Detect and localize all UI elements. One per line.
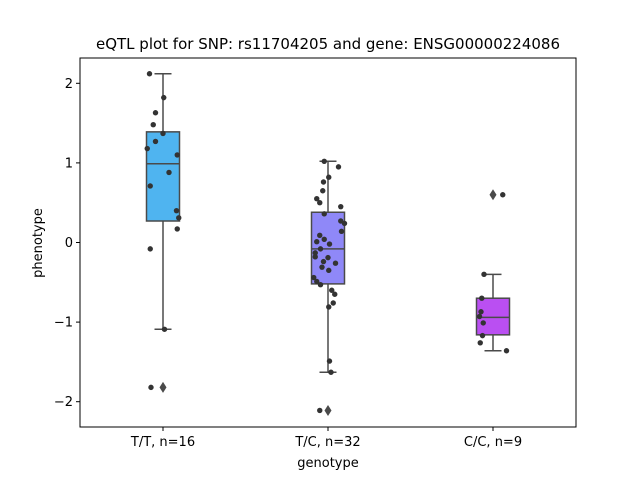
group-2-data-point bbox=[319, 264, 325, 270]
plot-area bbox=[144, 71, 511, 416]
group-2-data-point bbox=[332, 291, 338, 297]
group-2-data-point bbox=[338, 203, 344, 210]
group-2-data-point bbox=[321, 211, 327, 217]
group-2-data-point bbox=[332, 260, 339, 266]
group-1-data-point bbox=[174, 152, 180, 158]
x-tick-label: T/T, n=16 bbox=[130, 435, 195, 450]
group-1-data-point bbox=[152, 138, 159, 145]
group-1-data-point bbox=[160, 130, 166, 137]
group-1-data-point bbox=[147, 183, 153, 189]
group-2-data-point bbox=[326, 267, 332, 274]
group-2-data-point bbox=[317, 246, 324, 252]
group-2-data-point bbox=[320, 188, 326, 194]
y-tick-label: 2 bbox=[65, 77, 73, 92]
group-2-data-point bbox=[317, 281, 324, 288]
group-2-data-point bbox=[321, 158, 327, 165]
group-2-data-point bbox=[325, 254, 331, 261]
y-tick-label: 1 bbox=[65, 156, 73, 171]
group-3-data-point bbox=[503, 348, 510, 354]
group-1-data-point bbox=[161, 94, 167, 101]
group-1-data-point bbox=[176, 215, 182, 221]
group-3-data-point bbox=[500, 192, 506, 198]
group-2-data-point bbox=[328, 369, 334, 375]
group-2-data-point bbox=[335, 164, 342, 170]
group-2-data-point bbox=[314, 239, 320, 245]
group-1-data-point bbox=[150, 121, 156, 128]
group-1-box bbox=[145, 131, 181, 222]
group-3-data-point bbox=[480, 320, 486, 326]
group-2-data-point bbox=[330, 300, 336, 306]
group-1-data-point bbox=[173, 207, 180, 214]
group-3-data-point bbox=[476, 313, 483, 320]
group-2-data-point bbox=[326, 174, 332, 180]
group-1-data-point bbox=[161, 326, 168, 332]
group-3-data-point bbox=[479, 332, 486, 339]
y-axis: −2 −1 0 1 2 bbox=[54, 77, 80, 410]
group-2-data-point bbox=[320, 258, 327, 265]
group-2-data-point bbox=[341, 220, 348, 227]
group-1-data-point bbox=[144, 145, 150, 152]
group-2-data-point bbox=[314, 278, 320, 285]
group-1-data-point bbox=[147, 246, 153, 252]
y-tick-label: 0 bbox=[65, 236, 73, 251]
x-axis: T/T, n=16 T/C, n=32 C/C, n=9 bbox=[130, 427, 522, 450]
group-1-outlier-marker bbox=[159, 381, 167, 393]
chart-title: eQTL plot for SNP: rs11704205 and gene: … bbox=[96, 35, 560, 53]
group-2-data-point bbox=[317, 200, 323, 206]
group-3-data-point bbox=[478, 309, 484, 315]
x-axis-label: genotype bbox=[297, 456, 358, 471]
y-axis-label: phenotype bbox=[31, 208, 46, 278]
group-1-data-point bbox=[146, 71, 153, 77]
group-2-data-point bbox=[329, 287, 335, 293]
group-2-outlier-marker bbox=[324, 404, 332, 416]
y-tick-label: −1 bbox=[54, 316, 73, 331]
group-1-data-point bbox=[166, 169, 172, 176]
group-2-data-point bbox=[320, 179, 327, 185]
group-3-data-point bbox=[479, 295, 485, 301]
group-2-data-point bbox=[326, 241, 333, 247]
group-2-data-point bbox=[321, 236, 327, 243]
y-tick-label: −2 bbox=[54, 395, 73, 410]
group-1-data-point bbox=[152, 110, 159, 116]
group-2-data-point bbox=[317, 232, 323, 239]
group-2-data-point bbox=[311, 274, 317, 281]
group-1-data-point bbox=[148, 384, 154, 391]
group-2-data-point bbox=[317, 407, 323, 414]
group-2-data-point bbox=[326, 358, 333, 364]
group-2-data-point bbox=[326, 304, 332, 310]
x-tick-label: C/C, n=9 bbox=[464, 435, 522, 450]
group-3-data-point bbox=[477, 340, 483, 346]
x-tick-label: T/C, n=32 bbox=[294, 435, 360, 450]
group-1-data-point bbox=[174, 226, 180, 232]
group-2-data-point bbox=[312, 250, 318, 256]
group-2-data-point bbox=[338, 228, 345, 235]
group-2-data-point bbox=[314, 196, 320, 202]
group-3-data-point bbox=[481, 271, 487, 278]
group-2-data-point bbox=[312, 254, 318, 260]
group-3-outlier-marker bbox=[489, 189, 497, 201]
